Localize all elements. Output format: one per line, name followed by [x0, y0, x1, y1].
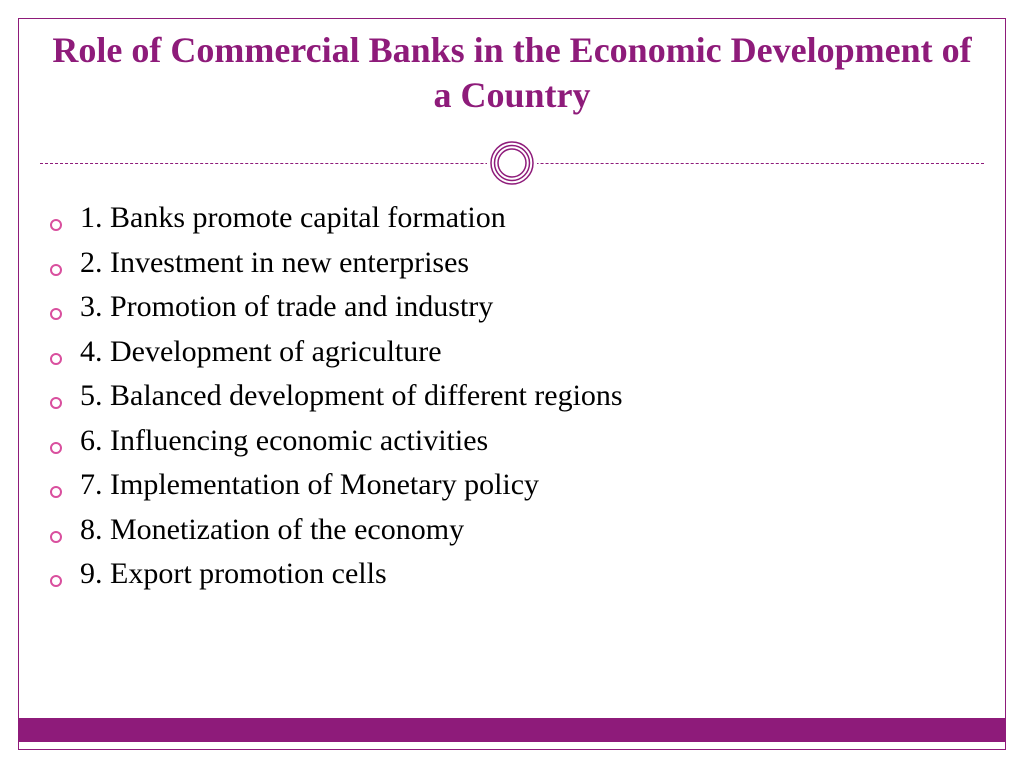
bullet-icon: [50, 397, 62, 409]
bullet-icon: [50, 308, 62, 320]
circle-ornament-icon: [487, 138, 537, 188]
bottom-accent-bar: [18, 718, 1006, 742]
divider: [0, 138, 1024, 188]
bullet-icon: [50, 486, 62, 498]
bullet-icon: [50, 264, 62, 276]
slide-border: [18, 18, 1006, 750]
bullet-icon: [50, 442, 62, 454]
bullet-icon: [50, 219, 62, 231]
bullet-icon: [50, 353, 62, 365]
bullet-icon: [50, 531, 62, 543]
bullet-icon: [50, 575, 62, 587]
